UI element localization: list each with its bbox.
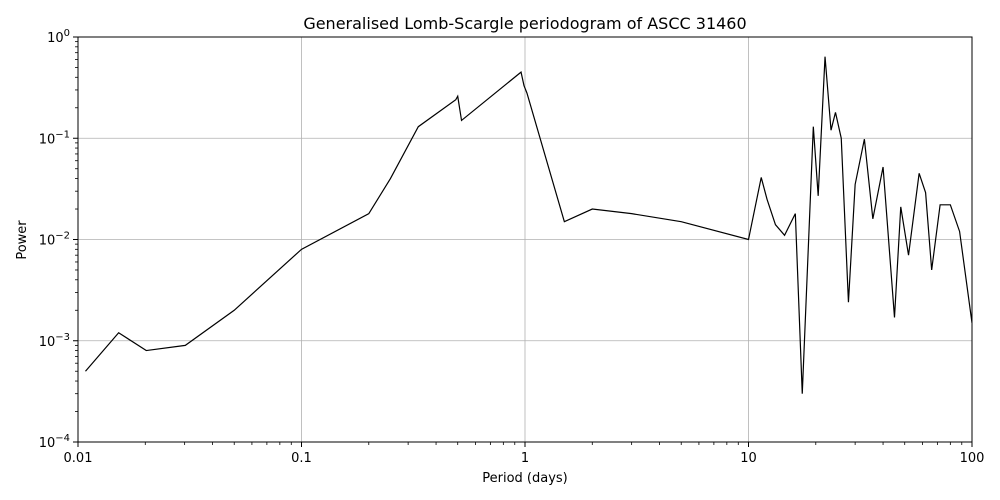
x-tick-label: 0.01 [64, 451, 93, 466]
x-tick-label: 1 [521, 451, 529, 466]
chart-title: Generalised Lomb-Scargle periodogram of … [303, 14, 746, 33]
x-tick-label: 10 [740, 451, 757, 466]
y-axis-label: Power [15, 220, 30, 260]
grid-lines [77, 36, 973, 443]
y-tick-label: 10−1 [39, 129, 70, 147]
y-tick-label: 10−4 [39, 433, 70, 451]
x-tick-label: 0.1 [291, 451, 312, 466]
y-tick-label: 100 [47, 28, 70, 46]
x-axis-label: Period (days) [482, 471, 568, 486]
plot-area [85, 56, 972, 394]
y-tick-label: 10−3 [39, 332, 70, 350]
y-axis: 10−4 10−3 10−2 10−1 100 [39, 28, 78, 451]
series-line [85, 56, 972, 394]
x-tick-label: 100 [960, 451, 985, 466]
y-tick-label: 10−2 [39, 231, 70, 249]
x-axis: 0.01 0.1 1 10 100 [64, 442, 985, 466]
